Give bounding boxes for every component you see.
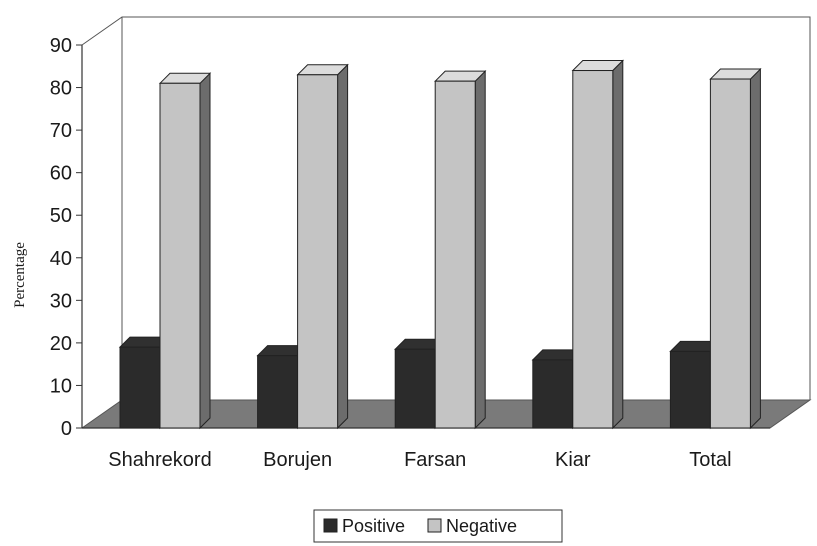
x-tick-label: Farsan: [404, 449, 466, 471]
legend-swatch-negative: [427, 518, 442, 533]
y-tick-label: 80: [50, 78, 72, 100]
y-tick-label: 20: [50, 333, 72, 355]
y-tick-label: 50: [50, 205, 72, 227]
x-axis-labels: Shahrekord Borujen Farsan Kiar Total: [108, 449, 731, 471]
y-tick-label: 0: [61, 418, 72, 440]
back-wall-edge: [81, 16, 811, 400]
bar-negative-total: [709, 67, 762, 430]
y-axis-label: Percentage: [12, 242, 28, 308]
x-tick-label: Shahrekord: [108, 449, 211, 471]
y-axis: 0 10 20 30 40 50 60 70 80 90: [50, 35, 770, 440]
y-tick-label: 70: [50, 120, 72, 142]
bar-negative-farsan: [433, 69, 487, 430]
y-tick-label: 90: [50, 35, 72, 57]
y-tick-label: 60: [50, 163, 72, 185]
chart-frame: [81, 16, 811, 400]
legend-label-positive: Positive: [342, 516, 405, 536]
y-tick-label: 30: [50, 290, 72, 312]
bars: [118, 59, 762, 430]
x-tick-label: Total: [689, 449, 731, 471]
legend-label-negative: Negative: [446, 516, 517, 536]
legend-swatch-positive: [323, 518, 338, 533]
x-tick-label: Borujen: [263, 449, 332, 471]
y-tick-label: 40: [50, 248, 72, 270]
x-tick-label: Kiar: [555, 449, 591, 471]
bar-negative-borujen: [296, 63, 349, 430]
legend: Positive Negative: [313, 509, 563, 543]
bar-negative-shahrekord: [158, 72, 212, 430]
y-tick-label: 10: [50, 375, 72, 397]
bar-negative-kiar: [571, 59, 625, 430]
